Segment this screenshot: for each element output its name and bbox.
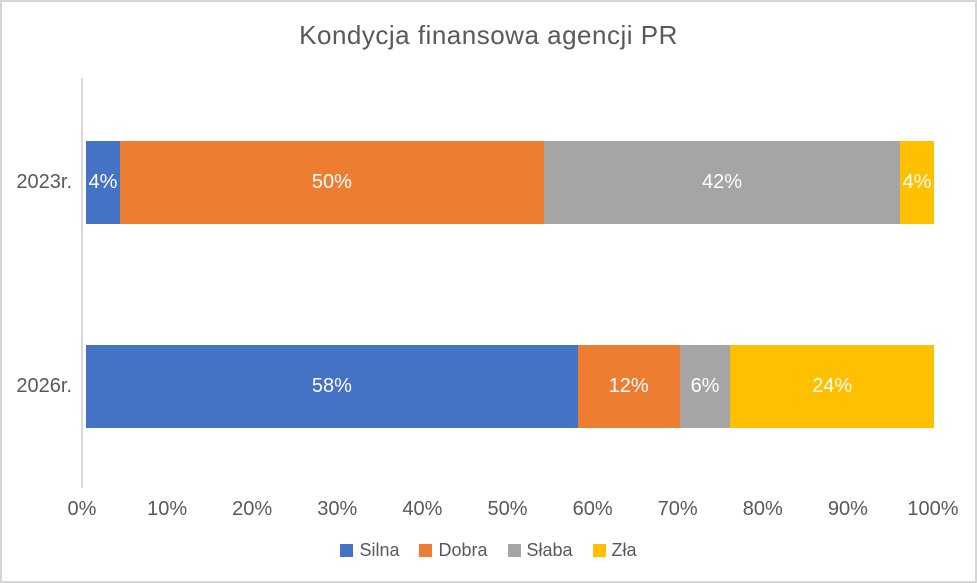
- chart-title: Kondycja finansowa agencji PR: [299, 20, 678, 50]
- legend-item-zła: Zła: [592, 540, 637, 561]
- legend-item-dobra: Dobra: [419, 540, 488, 561]
- x-tick-60: 60%: [572, 498, 613, 520]
- data-label: 58%: [311, 375, 352, 397]
- x-tick-80: 80%: [742, 498, 783, 520]
- data-label: 50%: [311, 171, 352, 193]
- legend-swatch-icon: [340, 544, 354, 557]
- category-label-2026r: 2026r.: [16, 375, 72, 397]
- bar-segment-zła: 4%: [900, 141, 934, 224]
- category-label-2023r: 2023r.: [16, 171, 72, 193]
- bar-segment-słaba: 6%: [679, 345, 731, 428]
- data-label: 4%: [88, 171, 118, 193]
- bar-segment-dobra: 50%: [119, 141, 544, 224]
- bar-segment-silna: 58%: [86, 345, 578, 428]
- x-tick-70: 70%: [657, 498, 698, 520]
- data-label: 4%: [902, 171, 932, 193]
- x-tick-10: 10%: [147, 498, 188, 520]
- data-label: 24%: [812, 375, 853, 397]
- legend-label: Zła: [611, 540, 637, 560]
- x-axis-ticks: 0% 10% 20% 30% 40% 50% 60% 70% 80% 90% 100%: [68, 498, 959, 524]
- legend-swatch-icon: [507, 544, 521, 557]
- legend: Silna Dobra Słaba Zła: [2, 540, 975, 561]
- data-label: 12%: [608, 375, 649, 397]
- legend-swatch-icon: [592, 544, 606, 557]
- bar-segment-słaba: 42%: [543, 141, 901, 224]
- bar-row-2023r: 4% 50% 42% 4%: [86, 141, 934, 224]
- x-tick-0: 0%: [67, 498, 97, 520]
- x-tick-50: 50%: [487, 498, 528, 520]
- legend-item-silna: Silna: [340, 540, 399, 561]
- bar-segment-silna: 4%: [86, 141, 120, 224]
- x-tick-20: 20%: [232, 498, 273, 520]
- legend-label: Silna: [359, 540, 400, 560]
- legend-swatch-icon: [419, 544, 433, 557]
- x-tick-100: 100%: [907, 498, 959, 520]
- legend-label: Dobra: [438, 540, 488, 560]
- x-tick-30: 30%: [317, 498, 358, 520]
- data-label: 6%: [690, 375, 720, 397]
- legend-item-słaba: Słaba: [507, 540, 573, 561]
- y-axis-line: [81, 78, 83, 488]
- x-tick-40: 40%: [402, 498, 443, 520]
- bar-segment-zła: 24%: [730, 345, 934, 428]
- bar-segment-dobra: 12%: [577, 345, 680, 428]
- bar-row-2026r: 58% 12% 6% 24%: [86, 345, 934, 428]
- legend-label: Słaba: [526, 540, 573, 560]
- x-tick-90: 90%: [827, 498, 868, 520]
- data-label: 42%: [701, 171, 742, 193]
